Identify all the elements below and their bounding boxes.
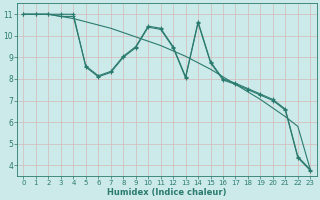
X-axis label: Humidex (Indice chaleur): Humidex (Indice chaleur) (107, 188, 227, 197)
